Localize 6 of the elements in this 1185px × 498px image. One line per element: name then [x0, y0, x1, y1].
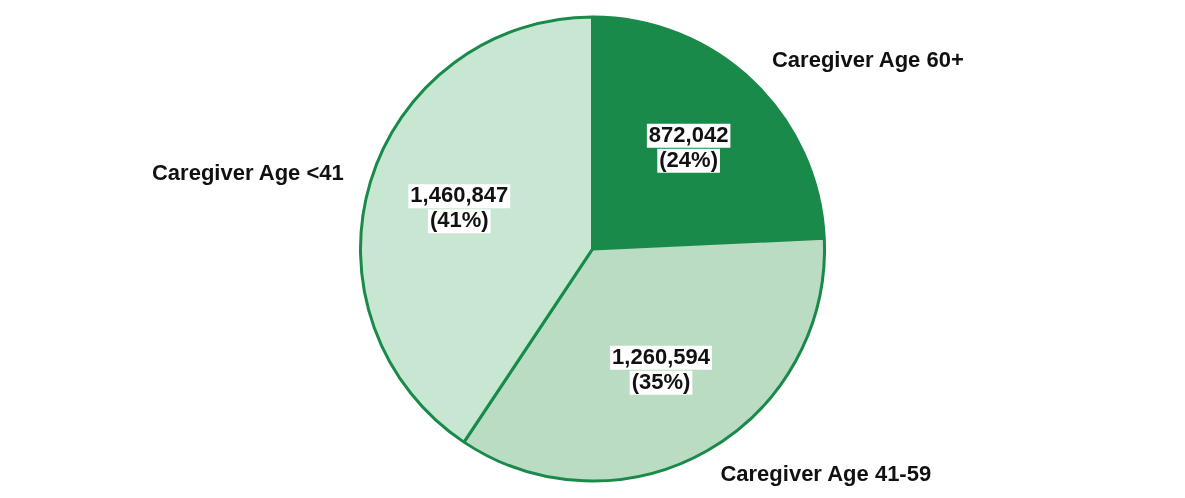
slice-label: Caregiver Age 60+ — [771, 47, 964, 73]
data-label: 1,460,847 (41%) — [410, 182, 509, 233]
data-label: 1,260,594 (35%) — [612, 343, 711, 394]
slice-label: Caregiver Age 41-59 — [720, 461, 932, 487]
slice-label: Caregiver Age <41 — [151, 159, 344, 185]
data-label: 872,042 (24%) — [648, 121, 729, 172]
